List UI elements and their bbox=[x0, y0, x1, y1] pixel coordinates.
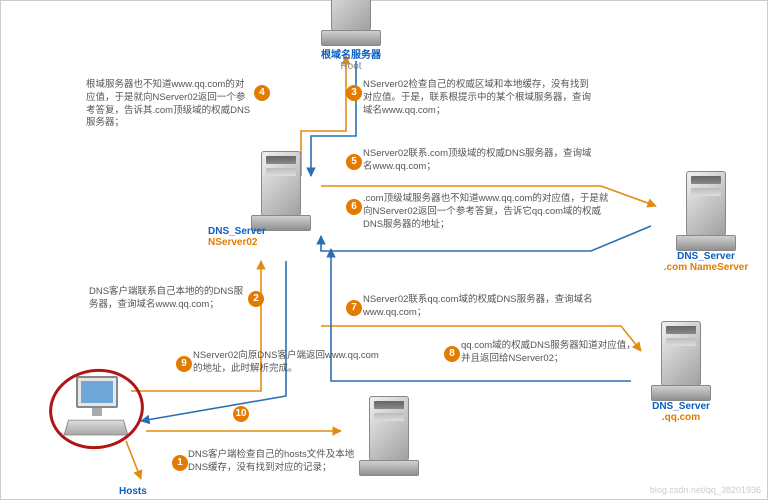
step-badge-8: 8 bbox=[444, 346, 460, 362]
node-root-server: 根域名服务器 Root bbox=[291, 0, 411, 72]
step-badge-10: 10 bbox=[233, 406, 249, 422]
step-text-2: DNS客户端联系自己本地的的DNS服务器，查询域名www.qq.com； bbox=[89, 286, 244, 312]
root-label1: 根域名服务器 bbox=[291, 46, 411, 61]
qqns-label2: .qq.com bbox=[631, 412, 731, 423]
watermark: blog.csdn.net/qq_38201936 bbox=[650, 485, 761, 495]
step-text-8: qq.com域的权威DNS服务器知道对应值，并且返回给NServer02； bbox=[461, 340, 636, 366]
step-badge-7: 7 bbox=[346, 300, 362, 316]
step-badge-4: 4 bbox=[254, 85, 270, 101]
step-text-4: 根域服务器也不知道www.qq.com的对应值，于是就向NServer02返回一… bbox=[86, 79, 251, 130]
node-nserver02 bbox=[231, 151, 331, 231]
step-text-3: NServer02检查自己的权威区域和本地缓存，没有找到对应值。于是，联系根提示… bbox=[363, 79, 593, 117]
comns-label1: DNS_Server bbox=[656, 251, 756, 262]
ns02-label2: NServer02 bbox=[208, 237, 266, 248]
node-qq-ns: DNS_Server .qq.com bbox=[631, 321, 731, 423]
node-com-ns: DNS_Server .com NameServer bbox=[656, 171, 756, 273]
ns02-labels: DNS_Server NServer02 bbox=[208, 226, 266, 248]
hosts-label: Hosts bbox=[119, 486, 147, 497]
step-badge-2: 2 bbox=[248, 291, 264, 307]
step-text-6: .com顶级域服务器也不知道www.qq.com的对应值，于是就向NServer… bbox=[363, 193, 613, 231]
comns-label2: .com NameServer bbox=[656, 262, 756, 273]
step-text-7: NServer02联系qq.com域的权威DNS服务器，查询域名www.qq.c… bbox=[363, 294, 593, 320]
step-text-5: NServer02联系.com顶级域的权威DNS服务器，查询域名www.qq.c… bbox=[363, 148, 598, 174]
step-badge-9: 9 bbox=[176, 356, 192, 372]
step-text-9: NServer02向原DNS客户端返回www.qq.com的地址，此时解析完成。 bbox=[193, 350, 383, 376]
step-badge-3: 3 bbox=[346, 85, 362, 101]
arrow bbox=[126, 441, 141, 479]
ns02-label1: DNS_Server bbox=[208, 226, 266, 237]
step-badge-5: 5 bbox=[346, 154, 362, 170]
step-badge-1: 1 bbox=[172, 455, 188, 471]
qqns-label1: DNS_Server bbox=[631, 401, 731, 412]
root-label2: Root bbox=[291, 61, 411, 72]
arrow bbox=[141, 261, 286, 421]
step-badge-6: 6 bbox=[346, 199, 362, 215]
step-text-1: DNS客户端检查自己的hosts文件及本地DNS缓存，没有找到对应的记录； bbox=[188, 449, 368, 475]
